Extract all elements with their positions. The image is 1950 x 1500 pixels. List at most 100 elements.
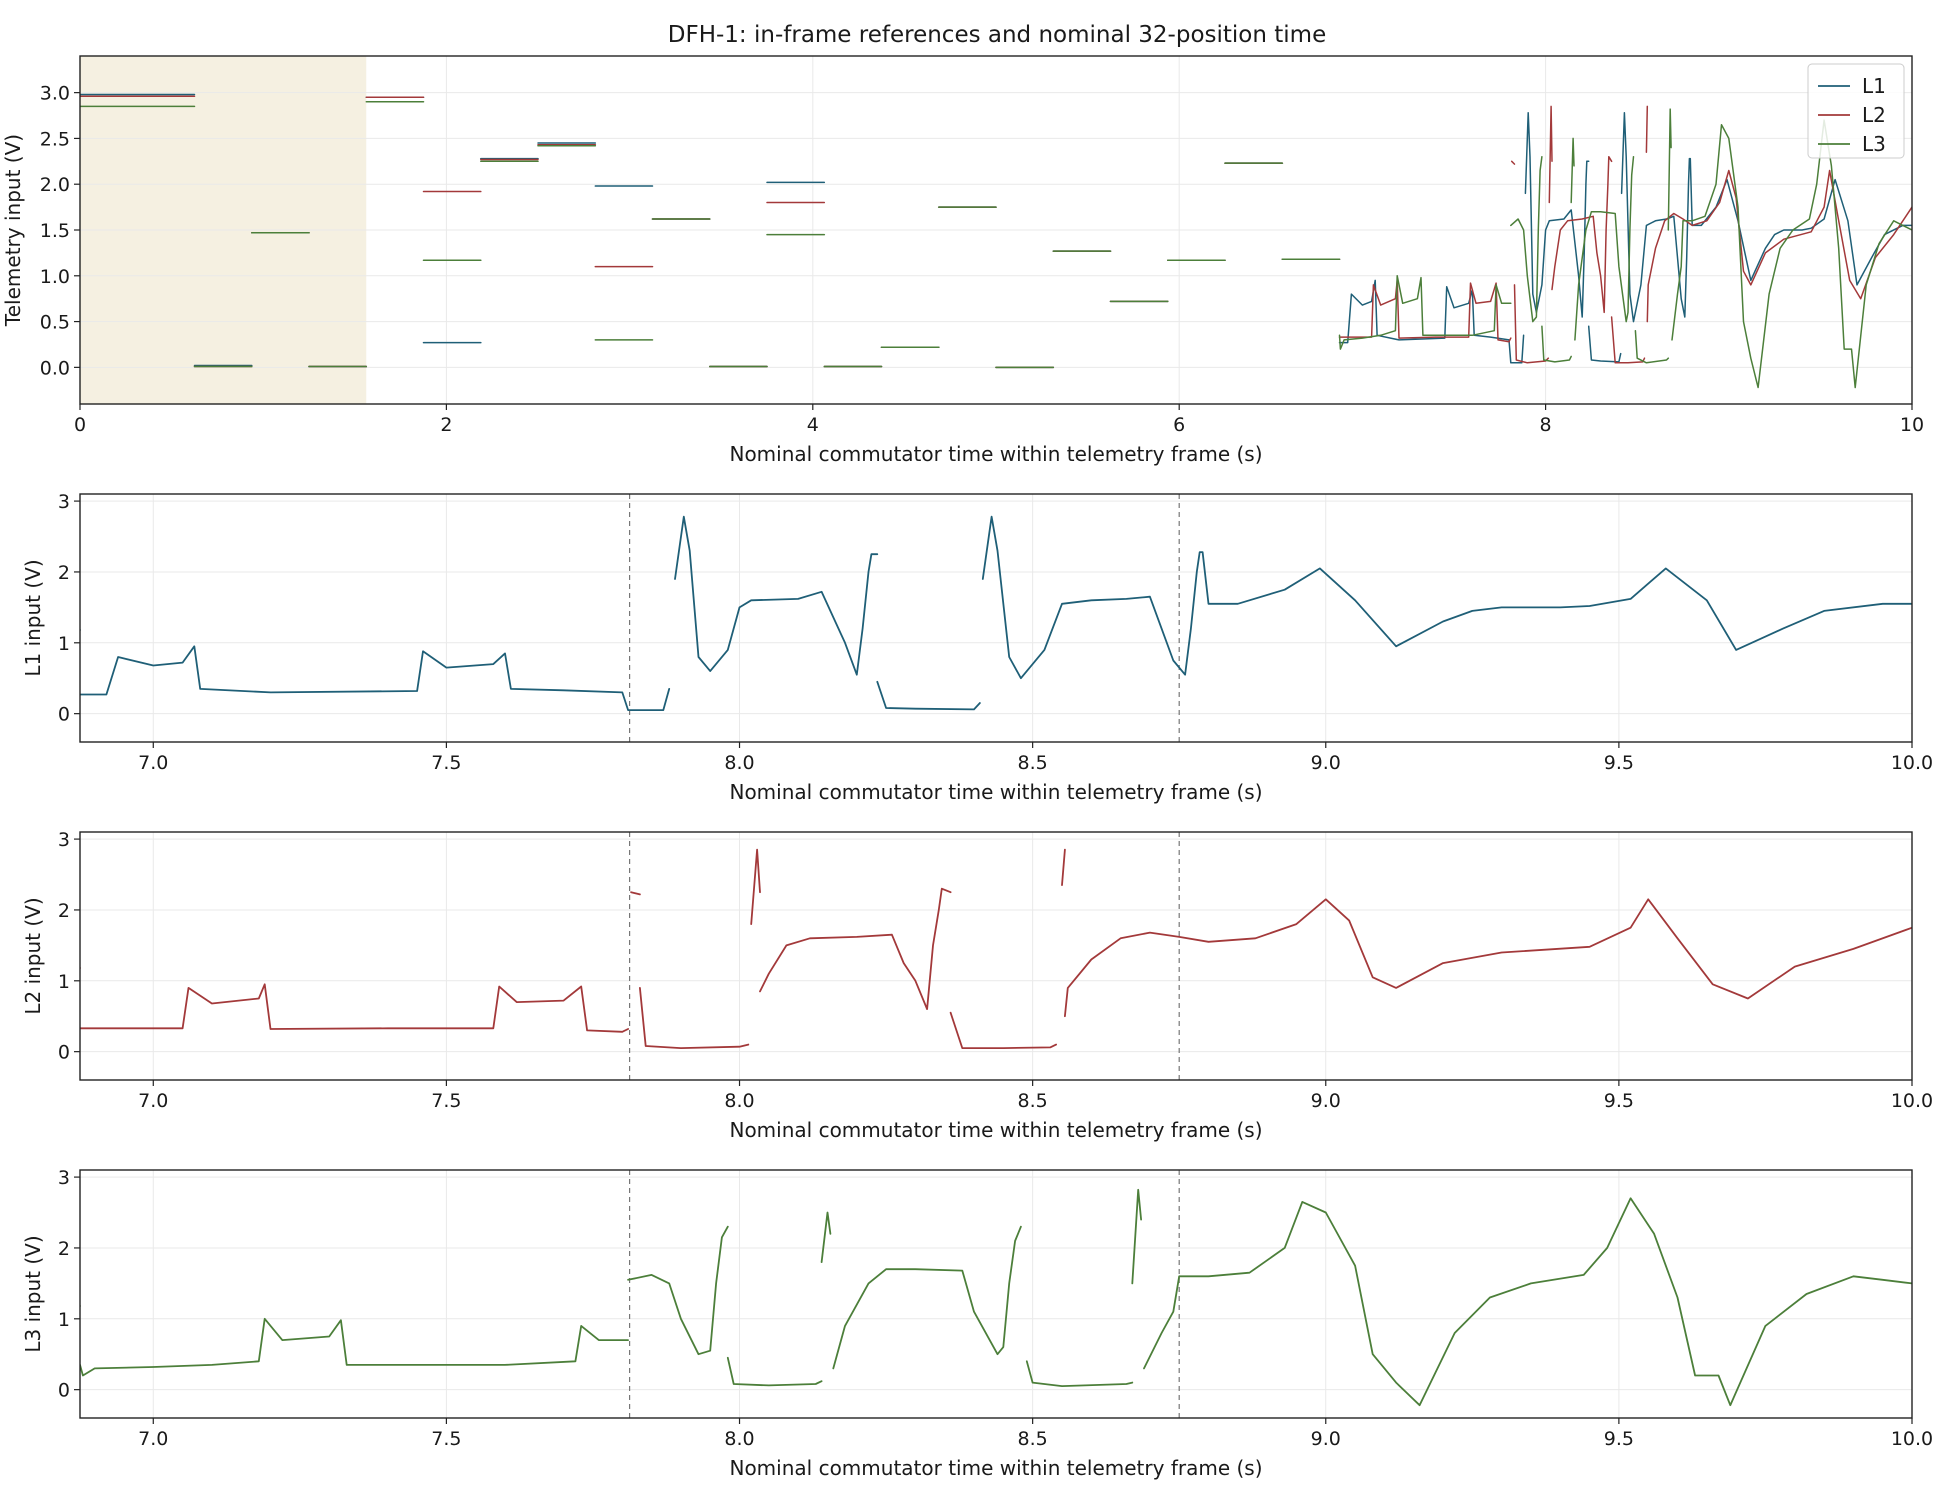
series-line-l1: [981, 515, 1912, 680]
series-line-l1: [1524, 112, 1590, 318]
series-group: [80, 515, 1912, 711]
y-tick-label: 2: [58, 562, 70, 584]
x-tick-label: 7.0: [138, 1428, 168, 1450]
series-line-l2: [759, 887, 952, 1010]
legend-label-l2: L2: [1862, 103, 1886, 127]
x-axis-label: Nominal commutator time within telemetry…: [729, 1118, 1262, 1142]
x-tick-label: 8.0: [724, 752, 754, 774]
series-line-l2: [1548, 105, 1553, 204]
series-line-l2: [1551, 155, 1613, 314]
legend: L1 L2 L3: [1807, 63, 1905, 159]
series-line-l2: [1646, 169, 1912, 323]
overview-panel: 0 2 4 6 8 10 0.0 0.5 1.0 1.5 2.0 2.5 3.0 Nominal comm…: [1, 55, 1924, 466]
x-tick-label: 4: [807, 414, 819, 436]
x-tick-label: 10.0: [1891, 1090, 1933, 1112]
y-tick-label: 0.5: [40, 312, 70, 334]
legend-label-l3: L3: [1862, 132, 1886, 156]
y-tick-label: 1: [58, 1309, 70, 1331]
series-line-l2: [1510, 160, 1516, 165]
y-tick-label: 0.0: [40, 357, 70, 379]
x-tick-label: 10: [1900, 414, 1924, 436]
y-tick-label: 3.0: [40, 83, 70, 105]
x-axis-label: Nominal commutator time within telemetry…: [729, 1456, 1262, 1480]
x-tick-label: 8.5: [1018, 752, 1048, 774]
series-group: [80, 1188, 1912, 1407]
x-tick-label: 9.5: [1604, 752, 1634, 774]
series-line-l3: [80, 1317, 629, 1377]
series-line-l1: [1587, 325, 1622, 363]
y-tick-label: 0: [58, 1042, 70, 1064]
series-line-l3: [1671, 119, 1912, 389]
l1-zoom-panel: 7.0 7.5 8.0 8.5 9.0 9.5 10.0 0 1 2 3 Nominal commut…: [21, 491, 1933, 804]
x-tick-label: 6: [1173, 414, 1185, 436]
x-tick-label: 9.0: [1311, 1090, 1341, 1112]
series-line-l3: [1025, 1360, 1134, 1387]
plot-area: [80, 1170, 1912, 1418]
x-axis-label: Nominal commutator time within telemetry…: [729, 780, 1262, 804]
y-tick-label: 3: [58, 829, 70, 851]
y-axis-label: L2 input (V): [21, 897, 45, 1014]
x-tick-label: 8: [1540, 414, 1552, 436]
y-axis-label: L1 input (V): [21, 559, 45, 676]
l2-zoom-panel: 7.0 7.5 8.0 8.5 9.0 9.5 10.0 0 1 2 3 Nominal commut…: [21, 829, 1933, 1142]
x-tick-label: 8.5: [1018, 1090, 1048, 1112]
series-line-l3: [1574, 155, 1635, 341]
plot-area: [80, 832, 1912, 1080]
figure-title: DFH-1: in-frame references and nominal 3…: [668, 22, 1326, 48]
l3-zoom-panel: 7.0 7.5 8.0 8.5 9.0 9.5 10.0 0 1 2 3 Nominal commut…: [21, 1167, 1933, 1480]
y-tick-label: 3: [58, 1167, 70, 1189]
series-line-l3: [627, 1225, 729, 1356]
y-tick-label: 1.0: [40, 266, 70, 288]
x-tick-label: 2: [440, 414, 452, 436]
x-tick-label: 8.5: [1018, 1428, 1048, 1450]
series-line-l1: [876, 680, 981, 711]
series-line-l3: [1570, 137, 1575, 204]
series-line-l1: [674, 515, 879, 676]
x-tick-label: 8.0: [724, 1428, 754, 1450]
legend-label-l1: L1: [1862, 74, 1886, 98]
x-tick-label: 9.5: [1604, 1428, 1634, 1450]
series-line-l3: [1131, 1188, 1142, 1285]
x-tick-label: 10.0: [1891, 752, 1933, 774]
series-line-l2: [630, 891, 641, 896]
x-tick-label: 0: [74, 414, 86, 436]
x-tick-label: 7.5: [431, 752, 461, 774]
y-tick-label: 0: [58, 704, 70, 726]
x-tick-label: 9.0: [1311, 752, 1341, 774]
y-tick-label: 1.5: [40, 220, 70, 242]
y-tick-label: 2.5: [40, 128, 70, 150]
series-line-l3: [1667, 108, 1672, 231]
x-tick-label: 9.0: [1311, 1428, 1341, 1450]
y-tick-label: 2: [58, 1238, 70, 1260]
y-tick-label: 2.0: [40, 174, 70, 196]
axes-frame: [79, 1169, 1913, 1419]
axes-frame: [79, 493, 1913, 743]
y-tick-label: 0: [58, 1380, 70, 1402]
legend-box: [1807, 63, 1905, 159]
series-line-l2: [639, 987, 750, 1049]
series-line-l1: [80, 645, 671, 711]
x-tick-label: 10.0: [1891, 1428, 1933, 1450]
y-tick-label: 1: [58, 971, 70, 993]
series-line-l3: [1510, 155, 1543, 323]
series-group: [80, 93, 1912, 389]
series-line-l2: [1064, 898, 1912, 1018]
series-line-l3: [1634, 329, 1670, 364]
series-line-l2: [1645, 105, 1649, 153]
x-axis-label: Nominal commutator time within telemetry…: [729, 442, 1262, 466]
x-tick-label: 7.0: [138, 752, 168, 774]
y-tick-label: 3: [58, 491, 70, 513]
series-line-l3: [726, 1356, 823, 1387]
series-line-l2: [1338, 279, 1512, 343]
x-tick-label: 7.5: [431, 1428, 461, 1450]
x-tick-label: 7.5: [431, 1090, 461, 1112]
series-line-l3: [832, 1225, 1022, 1370]
series-line-l1: [1620, 112, 1912, 323]
series-line-l3: [1338, 275, 1512, 350]
series-line-l2: [949, 1011, 1057, 1049]
series-line-l3: [1541, 325, 1572, 363]
series-line-l2: [750, 848, 761, 925]
series-line-l3: [820, 1211, 832, 1263]
series-line-l2: [1061, 848, 1066, 886]
